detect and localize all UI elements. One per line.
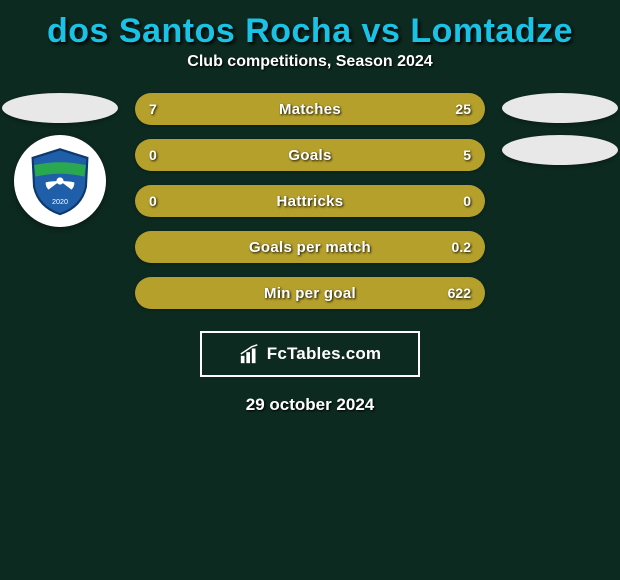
page-title: dos Santos Rocha vs Lomtadze [0,12,620,51]
stat-label: Hattricks [135,185,485,217]
stat-label: Goals [135,139,485,171]
stat-label: Goals per match [135,231,485,263]
left-player-column: 2020 [0,93,120,227]
crest-year: 2020 [52,197,68,206]
stat-value-right: 622 [448,277,471,309]
comparison-panel: 2020 Matches725Goals05Hattricks00Goals p… [0,93,620,309]
stat-row: Hattricks0 0 [135,185,485,217]
stat-label: Matches [135,93,485,125]
stat-row: Matches7 25 [135,93,485,125]
stat-value-left: 0 [149,139,157,171]
stat-value-right: 5 [463,139,471,171]
footer-date: 29 october 2024 [0,395,620,415]
stat-label: Min per goal [135,277,485,309]
stat-value-right: 0.2 [452,231,471,263]
player2-photo-placeholder [502,93,618,123]
stat-row: Goals0 5 [135,139,485,171]
right-player-column [500,93,620,165]
stat-value-right: 25 [455,93,471,125]
player1-club-crest: 2020 [14,135,106,227]
stats-list: Matches725Goals05Hattricks00Goals per ma… [135,93,485,309]
stat-row: Goals per match0.2 [135,231,485,263]
stat-value-left: 7 [149,93,157,125]
bar-chart-icon [239,343,261,365]
branding-text: FcTables.com [267,344,382,364]
stat-row: Min per goal622 [135,277,485,309]
page-subtitle: Club competitions, Season 2024 [0,53,620,71]
branding-box: FcTables.com [200,331,420,377]
stat-value-left: 0 [149,185,157,217]
shield-icon: 2020 [24,145,96,217]
player1-photo-placeholder [2,93,118,123]
player2-club-placeholder [502,135,618,165]
stat-value-right: 0 [463,185,471,217]
